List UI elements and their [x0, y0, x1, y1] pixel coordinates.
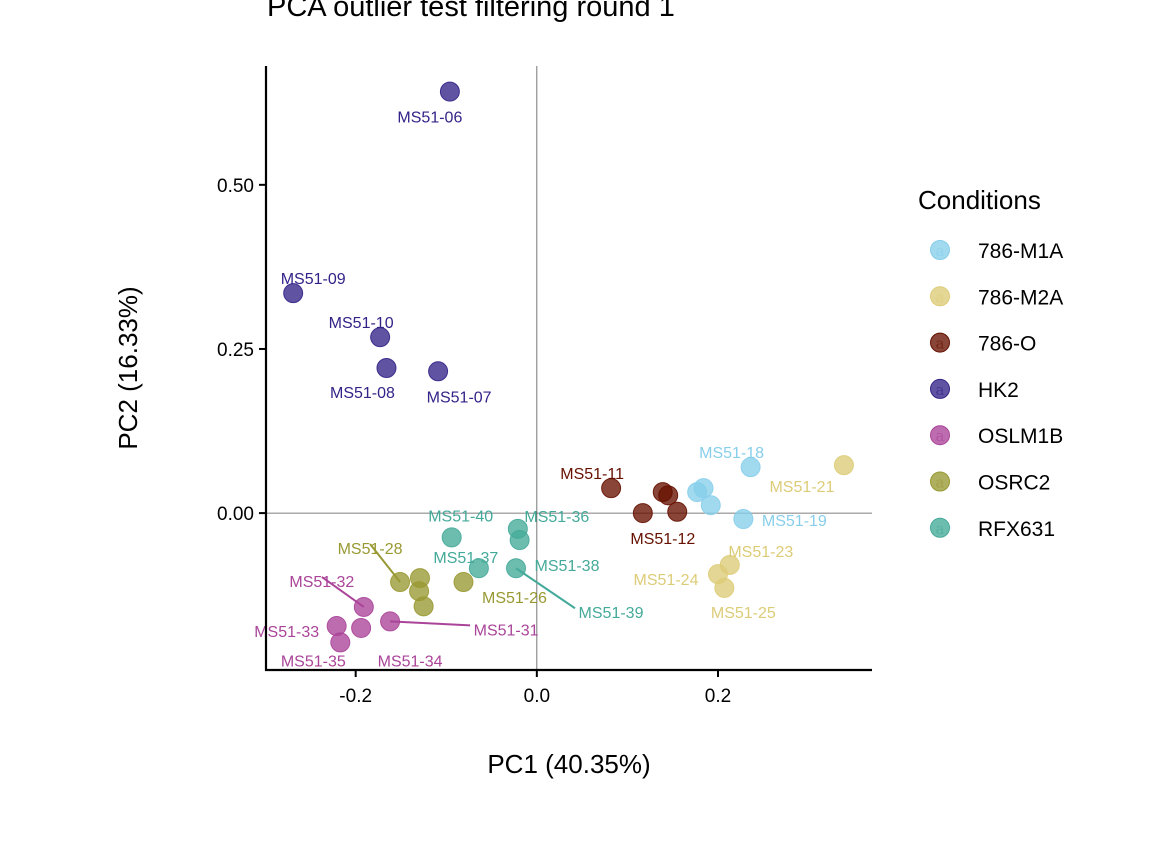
data-point-786-m2a — [833, 455, 854, 476]
legend-item: a OSLM1B — [930, 425, 1063, 448]
legend-item: a OSRC2 — [930, 471, 1050, 495]
point-label: MS51-31 — [474, 622, 539, 639]
legend-label: RFX631 — [978, 518, 1055, 541]
point-label: MS51-25 — [711, 605, 776, 622]
data-point-oslm1b — [330, 632, 351, 653]
legend-key-glyph: a — [936, 427, 945, 445]
data-point-786-o — [601, 478, 622, 499]
point-label: MS51-23 — [728, 544, 793, 561]
y-axis-title: PC2 (16.33%) — [113, 286, 143, 449]
y-tick-label: 0.50 — [217, 176, 254, 197]
legend: Conditions a 786-M1A a 786-M2A a 786-O a HK2 a OS… — [918, 185, 1063, 541]
point-label: MS51-09 — [281, 271, 346, 288]
axes: -0.2 0.0 0.2 0.00 0.25 0.50 — [217, 66, 872, 707]
point-label: MS51-32 — [289, 574, 354, 591]
legend-key-icon — [930, 378, 950, 399]
point-label: MS51-34 — [378, 653, 443, 670]
x-axis-title: PC1 (40.35%) — [487, 749, 650, 779]
point-label: MS51-39 — [579, 605, 644, 622]
data-point-oslm1b — [351, 617, 372, 638]
point-label: MS51-37 — [433, 550, 498, 567]
x-tick-label: 0.0 — [524, 686, 550, 707]
data-point-786-o — [632, 503, 653, 524]
legend-label: 786-M1A — [978, 240, 1063, 263]
data-point-786-m2a — [714, 577, 735, 598]
point-label: MS51-24 — [634, 572, 699, 589]
point-label: MS51-11 — [560, 466, 624, 483]
legend-key-glyph: a — [936, 335, 945, 353]
legend-label: OSRC2 — [978, 472, 1050, 495]
data-point-osrc2 — [453, 572, 474, 593]
point-label: MS51-18 — [699, 445, 764, 462]
data-point-786-m1a — [740, 457, 761, 478]
data-point-786-m1a — [733, 509, 754, 529]
point-label: MS51-19 — [762, 513, 827, 530]
point-label: MS51-38 — [535, 558, 600, 575]
legend-item: a HK2 — [930, 378, 1019, 402]
data-point-786-o — [658, 485, 679, 506]
data-point-rfx631 — [509, 530, 530, 551]
legend-key-icon — [930, 517, 950, 538]
point-labels: MS51-06 MS51-09 MS51-10 MS51-08 MS51-07 MS51-… — [254, 110, 834, 671]
data-point-rfx631 — [468, 558, 489, 579]
legend-key-glyph: a — [936, 242, 945, 260]
legend-item: a RFX631 — [930, 517, 1055, 541]
label-leader-line — [369, 543, 401, 583]
point-label: MS51-12 — [630, 531, 695, 548]
point-label: MS51-33 — [254, 624, 319, 641]
data-point-hk2 — [376, 358, 397, 378]
y-tick-label: 0.00 — [217, 504, 254, 525]
legend-key-glyph: a — [936, 381, 945, 399]
legend-label: 786-M2A — [978, 286, 1063, 309]
point-label: MS51-28 — [338, 541, 403, 558]
point-label: MS51-06 — [397, 110, 462, 127]
data-point-oslm1b — [326, 616, 347, 637]
data-point-osrc2 — [413, 596, 434, 617]
legend-key-glyph: a — [936, 520, 945, 538]
data-points — [283, 81, 854, 653]
chart-title: PCA outlier test filtering round 1 — [267, 0, 675, 23]
data-point-786-m1a — [700, 495, 721, 516]
legend-key-icon — [930, 286, 950, 307]
point-label: MS51-21 — [769, 479, 834, 496]
legend-item: a 786-M1A — [930, 240, 1063, 263]
data-point-786-m1a — [693, 478, 714, 499]
legend-key-icon — [930, 240, 950, 260]
point-label: MS51-26 — [482, 590, 547, 607]
x-tick-label: 0.2 — [705, 686, 731, 707]
legend-key-icon — [930, 332, 950, 353]
data-point-hk2 — [439, 81, 460, 102]
point-label: MS51-36 — [524, 509, 589, 526]
legend-label: 786-O — [978, 333, 1036, 356]
legend-title: Conditions — [918, 185, 1041, 215]
label-leader-line — [321, 576, 365, 608]
data-point-hk2 — [370, 327, 391, 348]
legend-item: a 786-O — [930, 332, 1036, 356]
label-leader-line — [390, 620, 471, 627]
data-point-786-o — [667, 501, 688, 522]
reference-lines — [266, 66, 872, 670]
data-point-hk2 — [283, 283, 304, 304]
x-tick-label: -0.2 — [339, 686, 372, 707]
legend-label: OSLM1B — [978, 425, 1063, 448]
point-label: MS51-08 — [330, 385, 395, 402]
point-label: MS51-35 — [281, 653, 346, 670]
legend-label: HK2 — [978, 379, 1019, 402]
data-point-hk2 — [428, 361, 449, 382]
y-tick-label: 0.25 — [217, 340, 254, 361]
legend-key-glyph: a — [936, 474, 945, 492]
legend-item: a 786-M2A — [930, 286, 1063, 309]
label-leader-line — [515, 567, 576, 610]
point-label: MS51-40 — [428, 508, 493, 525]
legend-key-icon — [930, 471, 950, 492]
legend-key-glyph: a — [936, 288, 945, 306]
legend-key-icon — [930, 425, 950, 446]
point-label: MS51-10 — [329, 315, 394, 332]
data-point-rfx631 — [441, 527, 462, 548]
point-label: MS51-07 — [427, 389, 492, 406]
